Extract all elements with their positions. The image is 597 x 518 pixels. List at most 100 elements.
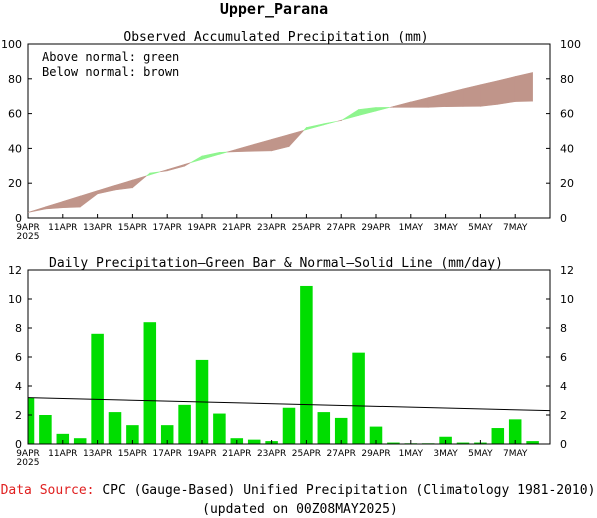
x-tick-label: 9APR bbox=[16, 223, 40, 233]
x-tick-label: 21APR bbox=[222, 223, 251, 233]
x-tick-label: 23APR bbox=[257, 449, 286, 459]
daily-bar bbox=[247, 439, 261, 444]
accumulated-anomaly-segment bbox=[306, 123, 325, 130]
legend-above: Above normal: green bbox=[42, 50, 179, 64]
y-tick-label-left: 10 bbox=[8, 293, 22, 306]
daily-bar bbox=[369, 426, 383, 444]
x-tick-label: 13APR bbox=[83, 223, 112, 233]
x-tick-label: 25APR bbox=[292, 449, 321, 459]
normal-line bbox=[27, 397, 551, 412]
daily-bar bbox=[56, 433, 70, 444]
y-tick-label-left: 40 bbox=[8, 142, 22, 155]
data-source-line: Data Source: CPC (Gauge-Based) Unified P… bbox=[1, 483, 596, 498]
y-tick-label-left: 20 bbox=[8, 177, 22, 190]
accumulated-anomaly-segment bbox=[427, 92, 446, 108]
data-source-label: Data Source: bbox=[1, 483, 95, 498]
x-tick-label: 2025 bbox=[17, 458, 40, 468]
x-tick-label: 5MAY bbox=[468, 223, 493, 233]
accumulated-anomaly-segment bbox=[132, 175, 147, 189]
accumulated-anomaly-segment bbox=[226, 148, 238, 153]
accumulated-anomaly-segment bbox=[166, 164, 185, 172]
accumulated-plot-frame bbox=[27, 43, 551, 219]
accumulated-anomaly-segment bbox=[337, 119, 342, 122]
daily-bar bbox=[508, 419, 522, 444]
daily-bar bbox=[213, 413, 226, 444]
accumulated-anomaly-segment bbox=[342, 109, 359, 121]
accumulated-anomaly-segment bbox=[375, 107, 390, 112]
accumulated-anomaly-segment bbox=[410, 97, 429, 108]
x-tick-label: 17APR bbox=[153, 449, 182, 459]
updated-text: (updated on 00Z08MAY2025) bbox=[202, 502, 398, 517]
y-tick-label-right: 60 bbox=[560, 108, 574, 121]
x-tick-label: 5MAY bbox=[468, 449, 493, 459]
y-tick-label-right: 20 bbox=[560, 177, 574, 190]
accumulated-anomaly-segment bbox=[97, 184, 116, 195]
daily-bar bbox=[300, 285, 313, 444]
accumulated-anomaly-segment bbox=[288, 129, 305, 148]
y-tick-label-left: 6 bbox=[15, 351, 22, 364]
accumulated-anomaly-segment bbox=[497, 76, 516, 105]
y-tick-label-left: 2 bbox=[15, 409, 22, 422]
accumulated-anomaly-segment bbox=[146, 172, 151, 177]
y-tick-label-right: 8 bbox=[560, 322, 567, 335]
y-tick-label-right: 12 bbox=[560, 264, 574, 277]
x-tick-label: 11APR bbox=[48, 449, 77, 459]
daily-bar bbox=[456, 442, 470, 444]
x-tick-label: 7MAY bbox=[503, 449, 528, 459]
accumulated-anomaly-segment bbox=[445, 88, 464, 107]
daily-bar bbox=[178, 404, 191, 444]
y-tick-label-right: 4 bbox=[560, 380, 567, 393]
accumulated-anomaly-segment bbox=[149, 171, 161, 176]
x-tick-label: 25APR bbox=[292, 223, 321, 233]
accumulated-anomaly-segment bbox=[27, 206, 46, 213]
accumulated-chart-title: Observed Accumulated Precipitation (mm) bbox=[123, 30, 428, 45]
data-source-text: CPC (Gauge-Based) Unified Precipitation … bbox=[95, 483, 596, 498]
y-tick-label-right: 80 bbox=[560, 73, 574, 86]
daily-chart: Daily Precipitation–Green Bar & Normal–S… bbox=[8, 256, 574, 468]
accumulated-anomaly-segment bbox=[190, 155, 203, 163]
accumulated-anomaly-segment bbox=[389, 106, 394, 108]
y-tick-label-left: 8 bbox=[15, 322, 22, 335]
accumulated-anomaly-segment bbox=[236, 143, 255, 153]
x-tick-label: 3MAY bbox=[433, 449, 458, 459]
y-tick-label-left: 100 bbox=[1, 38, 22, 51]
daily-bar bbox=[39, 415, 52, 444]
x-tick-label: 19APR bbox=[187, 449, 216, 459]
daily-bar bbox=[387, 442, 400, 444]
y-tick-label-right: 2 bbox=[560, 409, 567, 422]
accumulated-anomaly-segment bbox=[302, 126, 307, 131]
accumulated-anomaly-segment bbox=[358, 107, 377, 116]
daily-bar bbox=[526, 441, 539, 444]
accumulated-chart: Observed Accumulated Precipitation (mm) … bbox=[1, 30, 581, 242]
daily-bar bbox=[126, 425, 139, 444]
y-tick-label-left: 0 bbox=[15, 438, 22, 451]
daily-bar bbox=[28, 397, 35, 444]
x-tick-label: 1MAY bbox=[399, 449, 424, 459]
accumulated-anomaly-segment bbox=[62, 195, 81, 209]
accumulated-anomaly-segment bbox=[253, 138, 272, 152]
x-tick-label: 2025 bbox=[17, 232, 40, 242]
y-tick-label-right: 0 bbox=[560, 438, 567, 451]
daily-bar bbox=[160, 425, 174, 444]
x-tick-label: 15APR bbox=[118, 449, 147, 459]
accumulated-anomaly-segment bbox=[393, 101, 412, 108]
x-tick-label: 29APR bbox=[361, 223, 390, 233]
accumulated-anomaly-segment bbox=[462, 84, 481, 107]
daily-bar bbox=[282, 407, 296, 444]
daily-bar bbox=[143, 322, 157, 444]
y-tick-label-left: 80 bbox=[8, 73, 22, 86]
x-tick-label: 19APR bbox=[187, 223, 216, 233]
y-tick-label-left: 12 bbox=[8, 264, 22, 277]
accumulated-anomaly-segment bbox=[79, 190, 98, 208]
daily-bar bbox=[334, 417, 348, 444]
accumulated-anomaly-segment bbox=[184, 162, 191, 167]
x-tick-label: 7MAY bbox=[503, 223, 528, 233]
accumulated-anomaly-segment bbox=[340, 119, 343, 122]
daily-bar bbox=[317, 412, 331, 444]
accumulated-anomaly-segment bbox=[114, 179, 133, 191]
y-tick-label-right: 40 bbox=[560, 142, 574, 155]
accumulated-anomaly-segment bbox=[271, 134, 290, 152]
accumulated-anomaly-segment bbox=[45, 201, 64, 210]
daily-bar bbox=[91, 333, 104, 444]
